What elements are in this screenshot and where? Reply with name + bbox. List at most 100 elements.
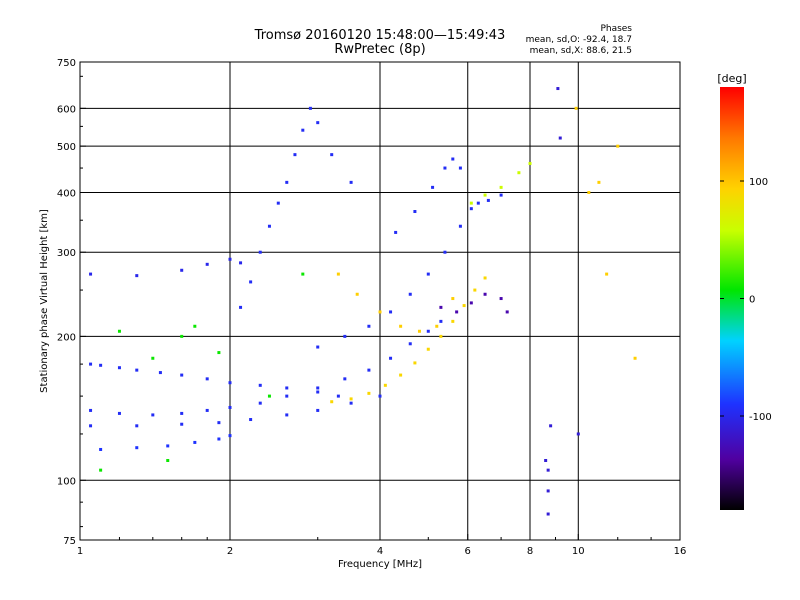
data-point [316,386,320,390]
data-point [399,324,403,328]
data-point [633,356,637,360]
data-point [587,190,591,194]
data-point [117,329,121,333]
data-point [258,383,262,387]
data-point [546,468,550,472]
data-point [316,408,320,412]
x-tick-label: 4 [377,546,383,557]
data-point [499,193,503,197]
data-point [267,224,271,228]
data-point [576,432,580,436]
data-point [99,363,103,367]
y-tick-label: 200 [57,332,76,343]
data-point [528,161,532,165]
data-point [166,458,170,462]
data-point [426,272,430,276]
data-point [285,394,289,398]
data-point [439,305,443,309]
data-point [89,408,93,412]
x-tick-label: 2 [227,546,233,557]
data-point [258,401,262,405]
data-point [439,334,443,338]
data-point [431,185,435,189]
data-point [135,368,139,372]
data-point [443,250,447,254]
chart-title: Tromsø 20160120 15:48:00—15:49:43 [254,28,506,43]
data-point [455,310,459,314]
x-tick-label: 8 [527,546,533,557]
data-point [316,390,320,394]
x-tick-label: 6 [465,546,471,557]
grid-lines [80,62,680,540]
data-point [166,444,170,448]
data-point [499,185,503,189]
data-point [239,305,243,309]
chart-subtitle: RwPretec (8p) [334,42,426,57]
data-point [239,261,243,265]
data-point [205,408,209,412]
data-point [426,347,430,351]
data-point [483,292,487,296]
data-point [180,411,184,415]
data-point [367,368,371,372]
data-point [417,329,421,333]
data-point [435,324,439,328]
data-point [151,356,155,360]
data-point [293,153,297,157]
data-point [343,334,347,338]
data-point [316,345,320,349]
x-tick-label: 10 [572,546,585,557]
data-point [378,394,382,398]
x-tick-label: 16 [674,546,687,557]
data-point [343,377,347,381]
data-point [301,272,305,276]
y-tick-label: 75 [63,536,76,547]
data-point [469,301,473,305]
data-point [486,198,490,202]
data-point [546,512,550,516]
data-point [517,171,521,175]
colorbar-tick-label: 100 [749,177,768,188]
y-tick-label: 300 [57,248,76,259]
data-point [228,381,232,385]
data-point [574,106,578,110]
data-point [505,310,509,314]
data-point [458,224,462,228]
colorbar-tick-label: -100 [749,412,772,423]
data-point [389,310,393,314]
y-tick-label: 600 [57,104,76,115]
phase-x-stats: mean, sd,X: 88.6, 21.5 [529,46,632,56]
data-point [558,136,562,140]
data-point [349,397,353,401]
data-point [193,324,197,328]
data-point [228,257,232,261]
data-point [458,166,462,170]
data-point [217,421,221,425]
data-point [193,440,197,444]
data-point [451,297,455,301]
data-point [469,207,473,211]
data-point [158,371,162,375]
data-point [258,250,262,254]
data-point [217,437,221,441]
data-point [217,351,221,355]
data-point [249,280,253,284]
data-point [413,210,417,214]
data-point [135,446,139,450]
data-point [151,413,155,417]
y-tick-label: 100 [57,476,76,487]
data-point [367,391,371,395]
x-axis-label: Frequency [MHz] [338,559,422,570]
data-point [597,180,601,184]
data-point [99,468,103,472]
data-point [180,268,184,272]
data-point [205,262,209,266]
data-point [301,128,305,132]
data-point [330,400,334,404]
data-point [616,144,620,148]
data-point [249,418,253,422]
data-point [180,373,184,377]
data-point [117,411,121,415]
data-point [473,288,477,292]
